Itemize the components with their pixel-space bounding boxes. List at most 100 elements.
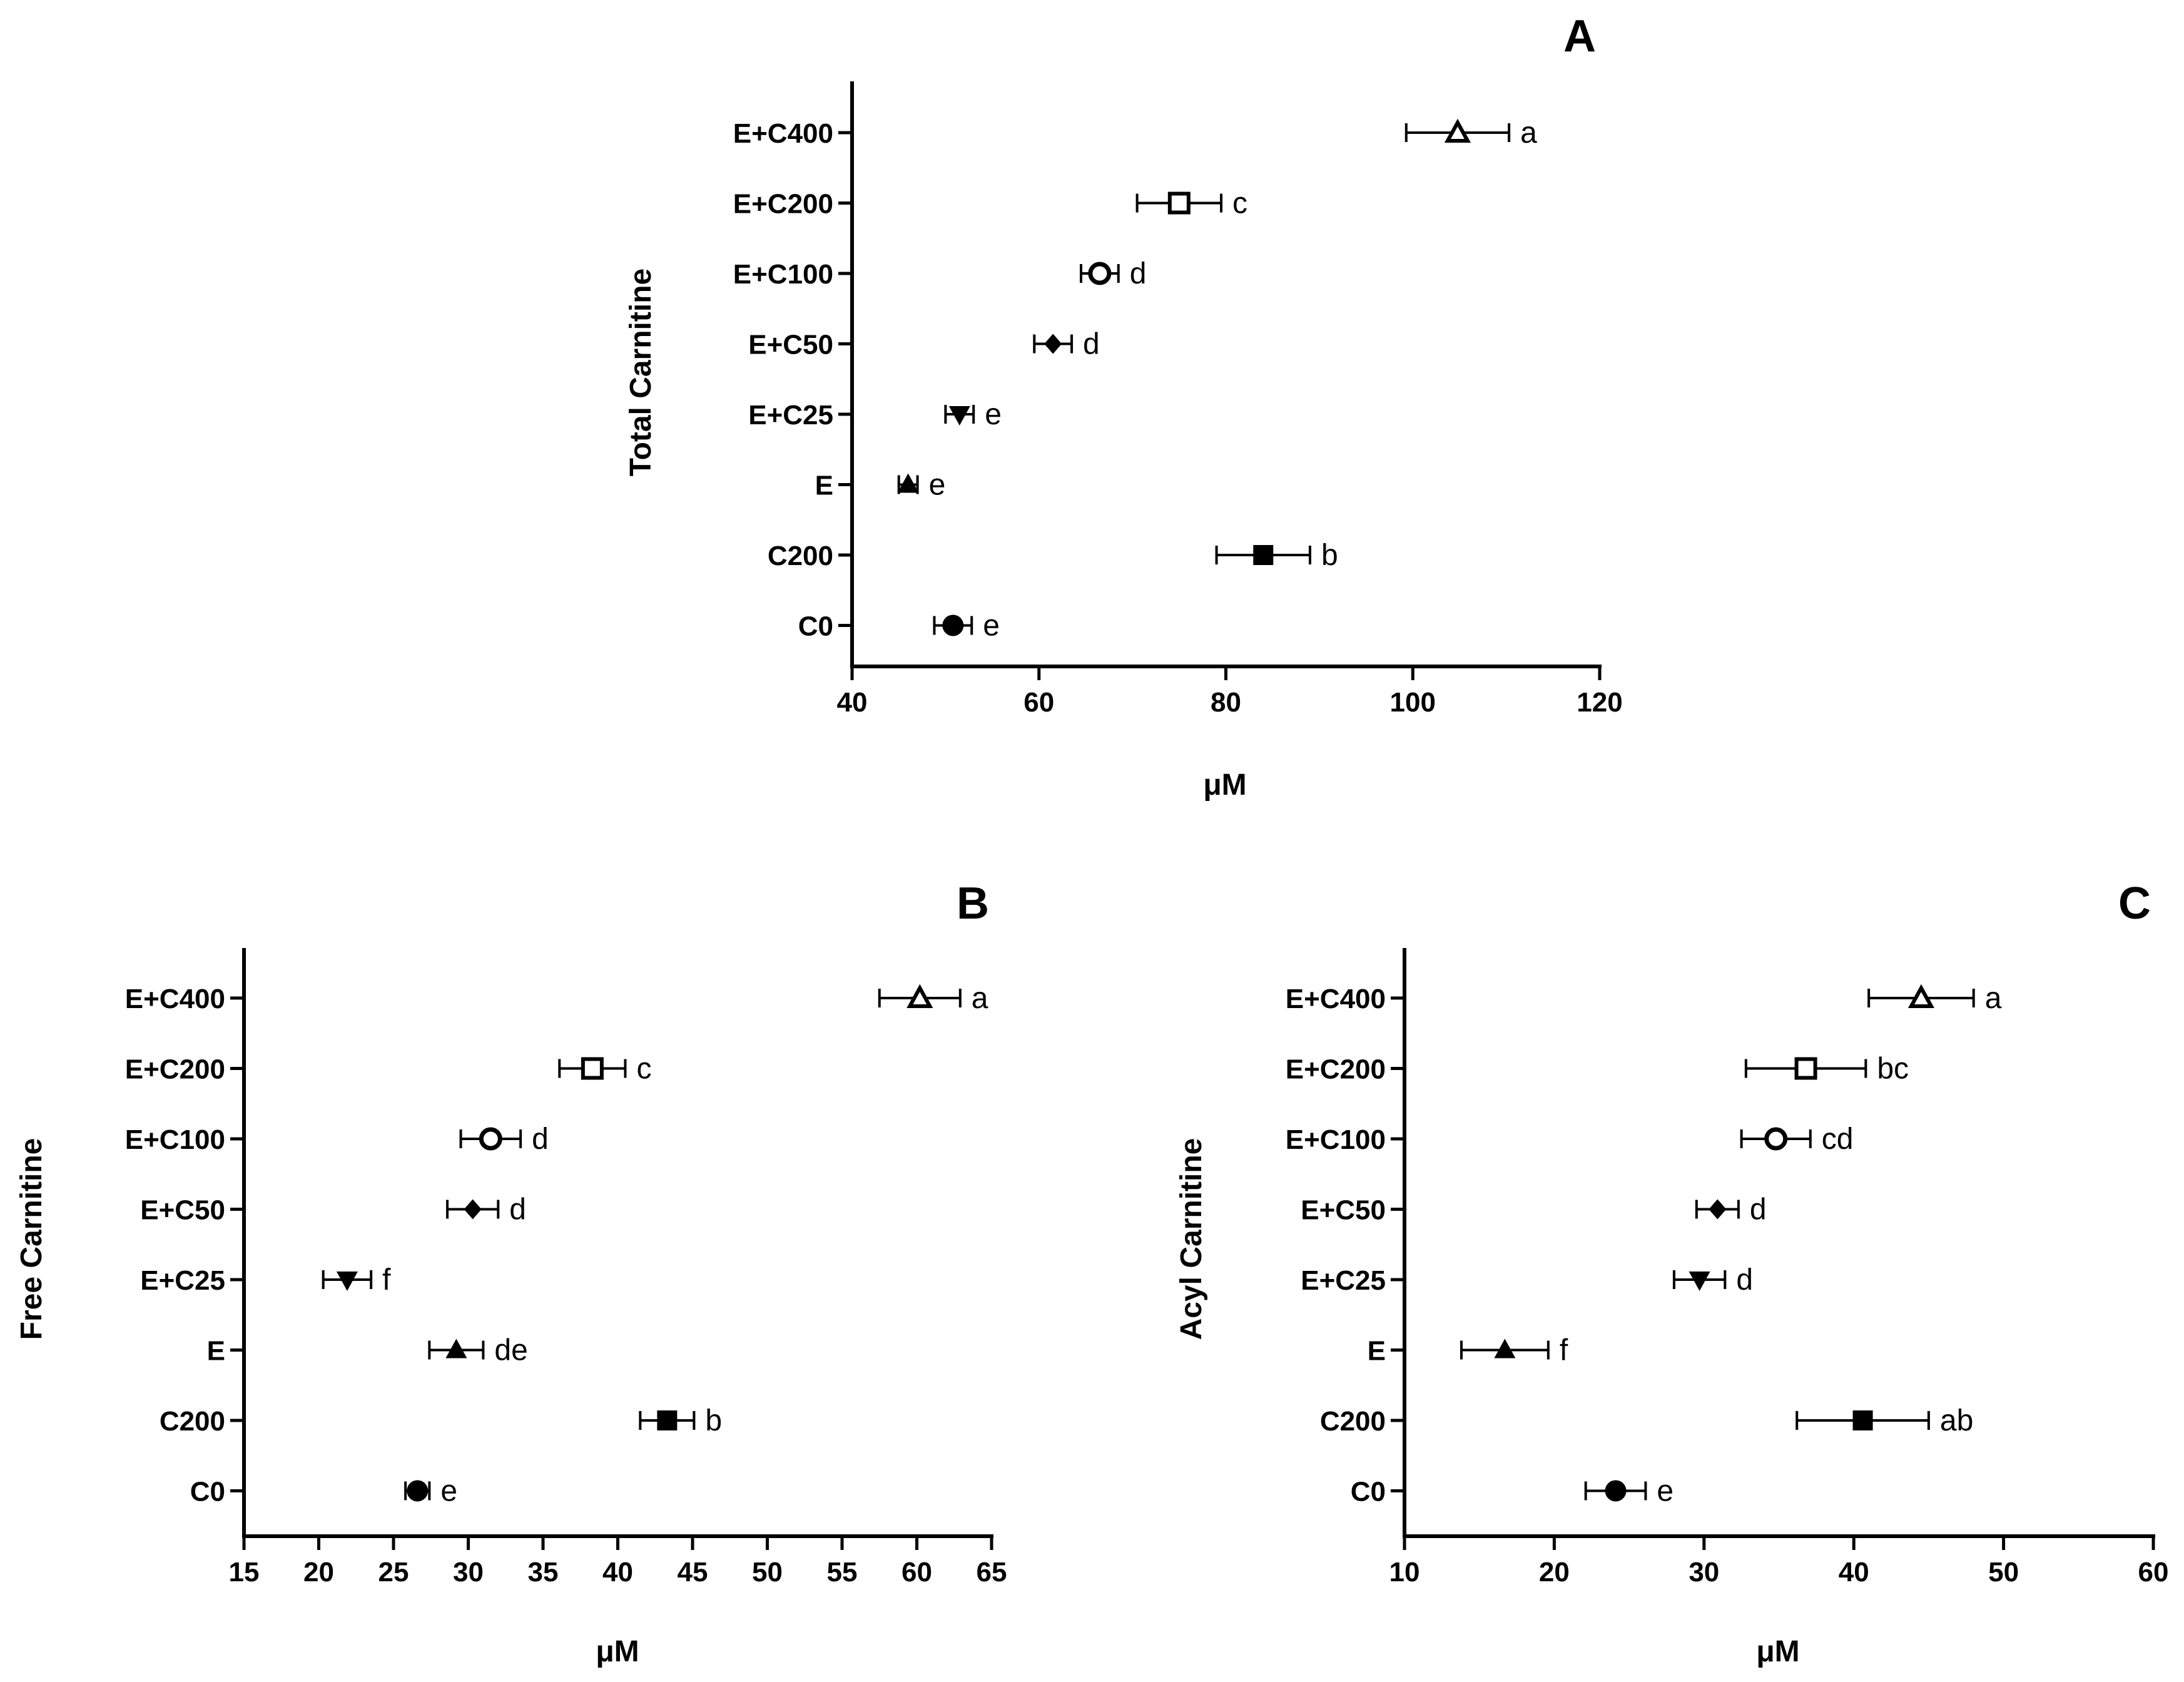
- x-tick-label: 65: [977, 1557, 1007, 1588]
- circle-open-marker: [1088, 262, 1112, 285]
- x-tick-label: 55: [827, 1557, 858, 1588]
- category-label: E+C50: [140, 1195, 225, 1226]
- diamond-marker: [464, 1199, 482, 1220]
- significance-letter: a: [972, 982, 988, 1015]
- category-label: E: [207, 1336, 225, 1367]
- circle-marker: [407, 1480, 429, 1502]
- circle-open-marker: [1764, 1127, 1788, 1151]
- x-tick-label: 20: [1539, 1557, 1570, 1588]
- triangle-down-marker: [948, 406, 970, 426]
- significance-letter: e: [985, 398, 1002, 431]
- square-open-marker: [581, 1057, 604, 1080]
- panel-title-a: A: [1563, 11, 1596, 61]
- significance-letter: d: [1083, 328, 1100, 361]
- square-marker: [1253, 545, 1274, 565]
- x-tick-label: 35: [528, 1557, 559, 1588]
- category-label: E+C200: [125, 1054, 225, 1085]
- panel-title-b: B: [957, 879, 989, 929]
- circle-marker: [942, 614, 964, 636]
- x-tick-label: 50: [1988, 1557, 2019, 1588]
- category-label: E+C25: [1301, 1265, 1386, 1296]
- x-tick-label: 60: [2138, 1557, 2169, 1588]
- category-label: E+C200: [1286, 1054, 1386, 1085]
- significance-letter: c: [636, 1053, 651, 1086]
- category-label: C0: [190, 1477, 225, 1507]
- plot-area-a: 40 60 80 100 120 E+C400 a E+C200 c E+C100 d E+C50 d E…: [733, 81, 1623, 718]
- category-label: E+C100: [125, 1124, 225, 1155]
- x-tick-label: 30: [453, 1557, 484, 1588]
- diamond-marker: [1709, 1199, 1727, 1220]
- category-label: C0: [798, 611, 833, 642]
- significance-letter: d: [509, 1193, 526, 1226]
- category-label: E+C50: [748, 330, 833, 360]
- x-tick-label: 50: [752, 1557, 783, 1588]
- category-label: E+C50: [1301, 1195, 1386, 1226]
- category-label: E+C400: [125, 984, 225, 1014]
- category-label: E+C200: [733, 189, 833, 220]
- circle-marker: [1605, 1480, 1627, 1502]
- x-tick-label: 40: [1839, 1557, 1869, 1588]
- square-marker: [657, 1410, 678, 1430]
- x-axis-title-b: μM: [596, 1635, 639, 1668]
- triangle-up-open-marker: [907, 984, 933, 1008]
- significance-letter: e: [983, 609, 1000, 643]
- x-tick-label: 120: [1577, 687, 1622, 718]
- triangle-up-marker: [445, 1338, 467, 1358]
- significance-letter: a: [1520, 116, 1537, 150]
- y-axis-title-c: Acyl Carnitine: [1175, 1138, 1208, 1340]
- panel-a-total-carnitine: A Total Carnitine μM 40 60 80 100 120 E+C400 a…: [624, 11, 1623, 802]
- significance-letter: ab: [1940, 1404, 1973, 1437]
- significance-letter: b: [705, 1404, 722, 1437]
- x-tick-label: 15: [229, 1557, 260, 1588]
- significance-letter: f: [382, 1263, 391, 1297]
- category-label: E: [1368, 1336, 1386, 1367]
- x-tick-label: 60: [1023, 687, 1054, 718]
- panel-title-c: C: [2118, 879, 2151, 929]
- triangle-down-marker: [1689, 1272, 1710, 1291]
- category-label: E+C25: [140, 1265, 225, 1296]
- significance-letter: b: [1321, 539, 1338, 572]
- y-axis-title-a: Total Carnitine: [624, 268, 658, 476]
- significance-letter: e: [929, 469, 946, 502]
- significance-letter: e: [1657, 1475, 1674, 1508]
- significance-letter: cd: [1822, 1123, 1854, 1156]
- category-label: C200: [1320, 1406, 1386, 1437]
- x-tick-label: 25: [378, 1557, 409, 1588]
- significance-letter: d: [1130, 257, 1147, 290]
- x-tick-label: 80: [1211, 687, 1241, 718]
- significance-letter: d: [1750, 1193, 1767, 1226]
- x-axis-title-c: μM: [1756, 1635, 1799, 1668]
- circle-open-marker: [479, 1127, 502, 1151]
- panel-c-acyl-carnitine: C Acyl Carnitine μM 10 20 30 40 50 60 E+C400 a E…: [1175, 879, 2168, 1668]
- triangle-up-marker: [1494, 1338, 1516, 1358]
- category-label: E+C25: [748, 400, 833, 431]
- plot-area-b: 15 20 25 30 35 40 45 50 55 60 65 E+C400 a E+C200 c E+C1…: [125, 948, 1007, 1588]
- significance-letter: de: [494, 1334, 527, 1367]
- significance-letter: c: [1232, 187, 1247, 220]
- category-label: C0: [1351, 1477, 1386, 1507]
- triangle-up-open-marker: [1444, 118, 1471, 143]
- significance-letter: f: [1560, 1334, 1568, 1367]
- category-label: E+C100: [1286, 1124, 1386, 1155]
- x-tick-label: 60: [902, 1557, 932, 1588]
- square-open-marker: [1167, 191, 1191, 215]
- x-tick-label: 40: [837, 687, 868, 718]
- significance-letter: bc: [1877, 1053, 1909, 1086]
- square-open-marker: [1794, 1057, 1817, 1080]
- panel-b-free-carnitine: B Free Carnitine μM 15 20 25 30 35 40 45 50 55 60…: [15, 879, 1007, 1668]
- triangle-up-marker: [897, 473, 919, 493]
- square-marker: [1852, 1410, 1873, 1430]
- significance-letter: a: [1985, 982, 2002, 1015]
- x-tick-label: 45: [678, 1557, 708, 1588]
- category-label: E+C400: [733, 118, 833, 149]
- diamond-marker: [1044, 334, 1062, 354]
- triangle-down-marker: [336, 1272, 358, 1291]
- triangle-up-open-marker: [1907, 984, 1935, 1008]
- x-tick-label: 10: [1389, 1557, 1420, 1588]
- significance-letter: e: [440, 1475, 457, 1508]
- category-label: C200: [160, 1406, 225, 1437]
- category-label: E+C400: [1286, 984, 1386, 1014]
- y-axis-title-b: Free Carnitine: [15, 1138, 48, 1340]
- category-label: C200: [768, 541, 833, 571]
